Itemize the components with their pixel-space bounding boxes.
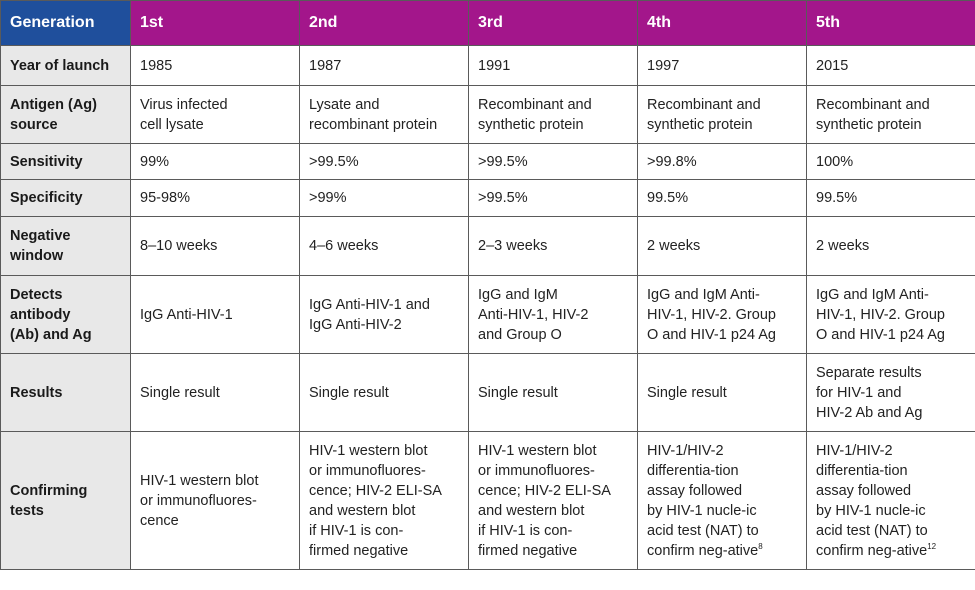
footnote-ref: 8 [758, 541, 763, 551]
table-cell: Recombinant and synthetic protein [637, 85, 807, 144]
row-label: Year of launch [0, 45, 131, 86]
table-cell: 95-98% [130, 179, 300, 217]
row-label: Antigen (Ag) source [0, 85, 131, 144]
table-cell: >99.8% [637, 143, 807, 180]
table-row: Results Single result Single result Single … [0, 353, 975, 432]
table-cell: IgG and IgM Anti- HIV-1, HIV-2. Group O … [637, 275, 807, 354]
table-cell: 2–3 weeks [468, 216, 638, 276]
header-cell: 3rd [468, 0, 638, 46]
row-label: Results [0, 353, 131, 432]
footnote-ref: 12 [927, 541, 937, 551]
table-cell: Single result [299, 353, 469, 432]
header-cell: 1st [130, 0, 300, 46]
table-cell: 4–6 weeks [299, 216, 469, 276]
row-label: Specificity [0, 179, 131, 217]
table-row: Sensitivity 99% >99.5% >99.5% >99.8% 100% [0, 143, 975, 180]
table-cell: Separate results for HIV-1 and HIV-2 Ab … [806, 353, 975, 432]
table-cell: Recombinant and synthetic protein [468, 85, 638, 144]
table-cell: HIV-1 western blot or immunofluores- cen… [130, 431, 300, 570]
table-cell: >99% [299, 179, 469, 217]
table-cell: IgG Anti-HIV-1 and IgG Anti-HIV-2 [299, 275, 469, 354]
table-cell: Single result [130, 353, 300, 432]
table-cell: 1985 [130, 45, 300, 86]
table-cell: 2015 [806, 45, 975, 86]
row-label: Sensitivity [0, 143, 131, 180]
header-cell: 2nd [299, 0, 469, 46]
table-cell: IgG Anti-HIV-1 [130, 275, 300, 354]
cell-text: HIV-1/HIV-2 differentia-tion assay follo… [816, 442, 928, 559]
table-cell: 99.5% [806, 179, 975, 217]
table-cell: 2 weeks [637, 216, 807, 276]
row-label: Negative window [0, 216, 131, 276]
table-row: Specificity 95-98% >99% >99.5% 99.5% 99.5% [0, 179, 975, 217]
table-cell: Lysate and recombinant protein [299, 85, 469, 144]
table-cell: HIV-1/HIV-2 differentia-tion assay follo… [637, 431, 807, 570]
table-cell: 8–10 weeks [130, 216, 300, 276]
table-cell: 1997 [637, 45, 807, 86]
table-cell: 1991 [468, 45, 638, 86]
table-cell: IgG and IgM Anti- HIV-1, HIV-2. Group O … [806, 275, 975, 354]
table-cell: Recombinant and synthetic protein [806, 85, 975, 144]
table-cell: 100% [806, 143, 975, 180]
table-row: Confirming tests HIV-1 western blot or im… [0, 431, 975, 570]
header-cell: 4th [637, 0, 807, 46]
table-cell: Single result [637, 353, 807, 432]
comparison-table: Generation 1st 2nd 3rd 4th 5th Year of launch 1… [0, 0, 975, 570]
table-cell: 99% [130, 143, 300, 180]
table-row: Year of launch 1985 1987 1991 1997 2015 [0, 45, 975, 86]
table-cell: >99.5% [299, 143, 469, 180]
table-cell: >99.5% [468, 143, 638, 180]
table-row: Detects antibody (Ab) and Ag IgG Anti-HIV… [0, 275, 975, 354]
table-cell: 99.5% [637, 179, 807, 217]
table-row: Antigen (Ag) source Virus infected cell l… [0, 85, 975, 144]
table-cell: 2 weeks [806, 216, 975, 276]
table-cell: Virus infected cell lysate [130, 85, 300, 144]
header-cell: Generation [0, 0, 131, 46]
table-cell: 1987 [299, 45, 469, 86]
row-label: Confirming tests [0, 431, 131, 570]
header-cell: 5th [806, 0, 975, 46]
header-row: Generation 1st 2nd 3rd 4th 5th [0, 0, 975, 46]
table-cell: >99.5% [468, 179, 638, 217]
cell-text: HIV-1/HIV-2 differentia-tion assay follo… [647, 442, 759, 559]
table-cell: HIV-1 western blot or immunofluores- cen… [299, 431, 469, 570]
table-cell: HIV-1/HIV-2 differentia-tion assay follo… [806, 431, 975, 570]
table-cell: IgG and IgM Anti-HIV-1, HIV-2 and Group … [468, 275, 638, 354]
table-cell: HIV-1 western blot or immunofluores- cen… [468, 431, 638, 570]
row-label: Detects antibody (Ab) and Ag [0, 275, 131, 354]
table-cell: Single result [468, 353, 638, 432]
table-row: Negative window 8–10 weeks 4–6 weeks 2–3 we… [0, 216, 975, 276]
